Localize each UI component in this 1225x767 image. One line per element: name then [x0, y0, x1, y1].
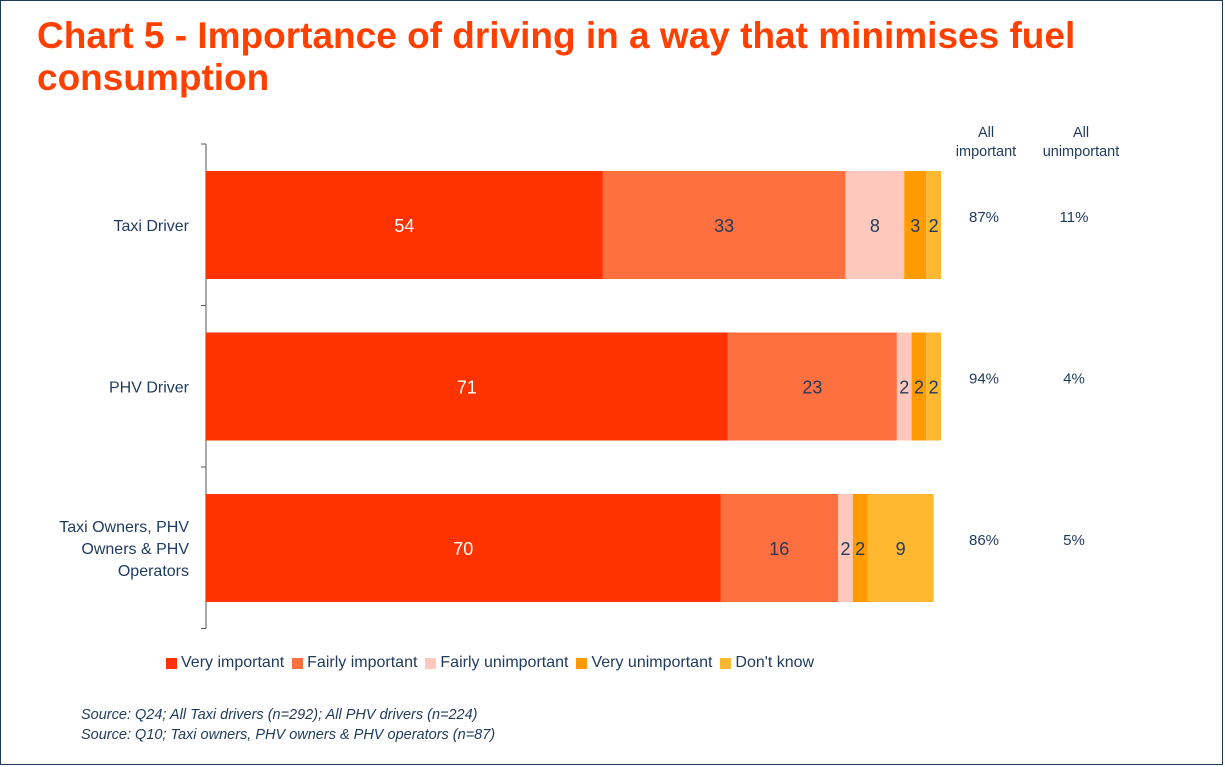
data-label: 2 [855, 539, 865, 559]
bar-segment [206, 494, 721, 602]
data-label: 9 [896, 539, 906, 559]
data-label: 2 [914, 378, 924, 398]
legend-swatch [720, 657, 732, 669]
summary-value: 94% [969, 371, 999, 388]
summary-value: 87% [969, 209, 999, 226]
legend-item: Fairly important [292, 654, 417, 672]
data-label: 23 [802, 378, 822, 398]
summary-value: 11% [1060, 209, 1089, 226]
bar-segment [904, 171, 927, 279]
bar-segment [845, 171, 905, 279]
legend-item: Fairly unimportant [425, 654, 568, 672]
legend-swatch [166, 657, 177, 669]
legend-label: Fairly unimportant [440, 654, 569, 671]
summary-value: 5% [1063, 532, 1085, 549]
source-note-2: Source: Q10; Taxi owners, PHV owners & P… [81, 727, 496, 743]
legend-swatch [425, 657, 437, 669]
bar-segment [852, 494, 868, 602]
legend-label: Very unimportant [591, 654, 713, 671]
category-label: Taxi Driver [113, 218, 189, 235]
chart-title: Chart 5 - Importance of driving in a way… [37, 15, 1076, 98]
summary-value: 86% [969, 532, 999, 549]
legend-label: Very important [181, 654, 285, 671]
data-label: 71 [457, 378, 477, 398]
bar-segment [838, 494, 853, 602]
data-label: 2 [899, 378, 909, 398]
category-label: Taxi Owners, PHV Owners & PHV Operators [59, 519, 189, 580]
data-label: 70 [453, 539, 473, 559]
bar-segment [727, 332, 897, 441]
summary-header: All important [956, 125, 1016, 160]
legend-label: Fairly important [307, 654, 418, 671]
category-label: PHV Driver [109, 380, 190, 397]
bar-segment [926, 332, 941, 441]
bar-segment [867, 494, 934, 602]
bar-segment [720, 494, 839, 602]
bar-segment [602, 171, 846, 279]
legend-swatch [292, 657, 304, 669]
legend-item: Very important [166, 654, 284, 672]
data-label: 16 [769, 539, 789, 559]
legend-label: Don't know [735, 654, 815, 671]
data-label: 8 [870, 216, 880, 236]
legend-item: Very unimportant [576, 654, 712, 672]
data-label: 54 [394, 216, 414, 236]
bar-segment [206, 171, 603, 279]
summary-value: 4% [1063, 371, 1085, 388]
chart-legend: Very important Fairly important Fairly uni… [166, 652, 822, 674]
data-label: 2 [929, 216, 939, 236]
data-label: 33 [714, 216, 734, 236]
bar-segment [896, 332, 912, 441]
data-label: 2 [929, 378, 939, 398]
source-note-1: Source: Q24; All Taxi drivers (n=292); A… [81, 707, 478, 723]
bar-segment [206, 332, 728, 441]
bar-segment [926, 171, 941, 279]
legend-item: Don't know [720, 654, 814, 672]
data-label: 2 [840, 539, 850, 559]
bar-segment [911, 332, 927, 441]
summary-header: All unimportant [1043, 125, 1120, 160]
data-label: 3 [910, 216, 920, 236]
legend-swatch [576, 657, 588, 669]
chart-plot: Taxi Driver 54 33 8 3 2 87% 11%PHV Driver 71 23 2 2… [59, 125, 1120, 629]
